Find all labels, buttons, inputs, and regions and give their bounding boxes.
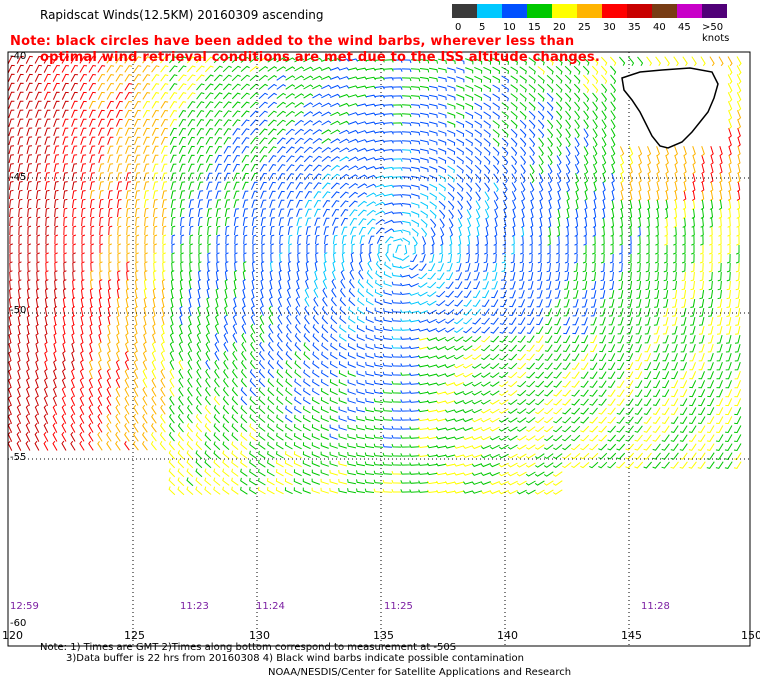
time-label: 11:23 xyxy=(180,601,209,612)
legend-swatch-35 xyxy=(627,4,652,18)
legend-label: 40 xyxy=(653,22,666,33)
map-title: Rapidscat Winds(12.5KM) 20160309 ascendi… xyxy=(40,8,324,22)
legend-swatch-30 xyxy=(602,4,627,18)
lat-label: -40 xyxy=(10,51,27,62)
time-label: 11:24 xyxy=(256,601,285,612)
lon-label: 130 xyxy=(249,629,270,642)
wind-barb-group xyxy=(269,149,525,349)
map-frame xyxy=(7,51,751,647)
wind-barb-group xyxy=(168,56,742,495)
time-label: 11:28 xyxy=(641,601,670,612)
wind-barb-group xyxy=(171,58,641,448)
lon-label: 125 xyxy=(124,629,145,642)
lon-label: 120 xyxy=(2,629,23,642)
wind-barb-group xyxy=(43,55,741,451)
legend-swatch-25 xyxy=(577,4,602,18)
lon-label: 145 xyxy=(621,629,642,642)
legend-label: 20 xyxy=(553,22,566,33)
legend-label: 30 xyxy=(603,22,616,33)
lat-label: -50 xyxy=(10,305,27,316)
legend-label: 35 xyxy=(628,22,641,33)
legend-label: 10 xyxy=(503,22,516,33)
legend-label: 45 xyxy=(678,22,691,33)
lon-label: 135 xyxy=(373,629,394,642)
wind-barb-field xyxy=(7,55,742,496)
time-label: 12:59 xyxy=(10,601,39,612)
wind-barb-group xyxy=(88,56,742,451)
footer-note-1: Note: 1) Times are GMT 2)Times along bot… xyxy=(40,642,457,653)
legend-swatch-40 xyxy=(652,4,677,18)
legend-swatch-20 xyxy=(552,4,577,18)
wind-barb-group xyxy=(7,55,78,451)
legend-swatch-10 xyxy=(502,4,527,18)
time-label: 11:25 xyxy=(384,601,413,612)
footer-credit: NOAA/NESDIS/Center for Satellite Applica… xyxy=(268,667,572,678)
legend-swatch-5 xyxy=(477,4,502,18)
legend-swatch-45 xyxy=(677,4,702,18)
legend-label: 0 xyxy=(455,22,462,33)
legend-label: >50 knots xyxy=(702,22,730,44)
lat-label: -45 xyxy=(10,172,27,183)
lat-label: -60 xyxy=(10,618,27,629)
legend-label: 25 xyxy=(578,22,591,33)
footer-note-2: 3)Data buffer is 22 hrs from 20160308 4)… xyxy=(66,653,524,664)
legend-label: 5 xyxy=(479,22,486,33)
note-line-2: optimal wind retrieval conditions are me… xyxy=(40,50,601,65)
legend-swatch-15 xyxy=(527,4,552,18)
legend-label: 15 xyxy=(528,22,541,33)
legend-swatch-0 xyxy=(452,4,477,18)
tasmania-outline xyxy=(621,67,719,149)
legend-swatch-50 xyxy=(702,4,727,18)
lat-lon-grid xyxy=(8,52,750,646)
lon-label: 140 xyxy=(497,629,518,642)
lat-label: -55 xyxy=(10,452,27,463)
lon-label: 150 xyxy=(741,629,760,642)
note-line-1: Note: black circles have been added to t… xyxy=(10,34,575,49)
